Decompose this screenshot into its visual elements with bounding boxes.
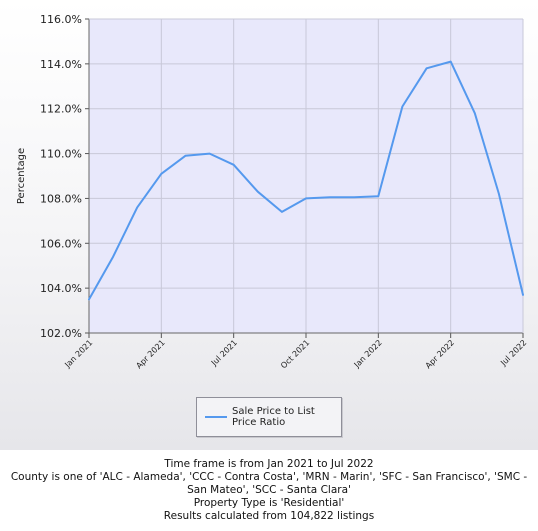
legend-label: Sale Price to List Price Ratio: [232, 406, 341, 428]
legend-line-swatch: [205, 416, 227, 418]
x-tick-label: Jul 2022: [498, 338, 528, 368]
chart-area: 102.0% 104.0% 106.0% 108.0% 110.0% 112.0% 114.…: [0, 0, 538, 450]
y-tick-label: 116.0%: [40, 13, 82, 26]
line-chart: 102.0% 104.0% 106.0% 108.0% 110.0% 112.0% 114.…: [0, 0, 538, 400]
y-axis-label: Percentage: [16, 148, 27, 204]
property-type-caption: Property Type is 'Residential': [0, 497, 538, 510]
x-tick-label: Jan 2021: [62, 338, 94, 370]
y-tick-label: 110.0%: [40, 148, 82, 161]
chart-captions: Time frame is from Jan 2021 to Jul 2022 …: [0, 458, 538, 523]
time-frame-caption: Time frame is from Jan 2021 to Jul 2022: [0, 458, 538, 471]
county-caption: County is one of 'ALC - Alameda', 'CCC -…: [0, 471, 538, 497]
legend: Sale Price to List Price Ratio: [196, 397, 342, 437]
x-tick-label: Jul 2021: [209, 338, 239, 368]
x-tick-label: Apr 2021: [134, 338, 166, 370]
y-tick-label: 102.0%: [40, 327, 82, 340]
y-tick-label: 112.0%: [40, 103, 82, 116]
y-tick-label: 106.0%: [40, 237, 82, 250]
y-tick-label: 114.0%: [40, 58, 82, 71]
x-tick-label: Oct 2021: [279, 338, 311, 370]
results-caption: Results calculated from 104,822 listings: [0, 510, 538, 523]
x-tick-label: Apr 2022: [424, 338, 456, 370]
y-tick-label: 104.0%: [40, 282, 82, 295]
x-tick-label: Jan 2022: [352, 338, 384, 370]
y-tick-label: 108.0%: [40, 192, 82, 205]
